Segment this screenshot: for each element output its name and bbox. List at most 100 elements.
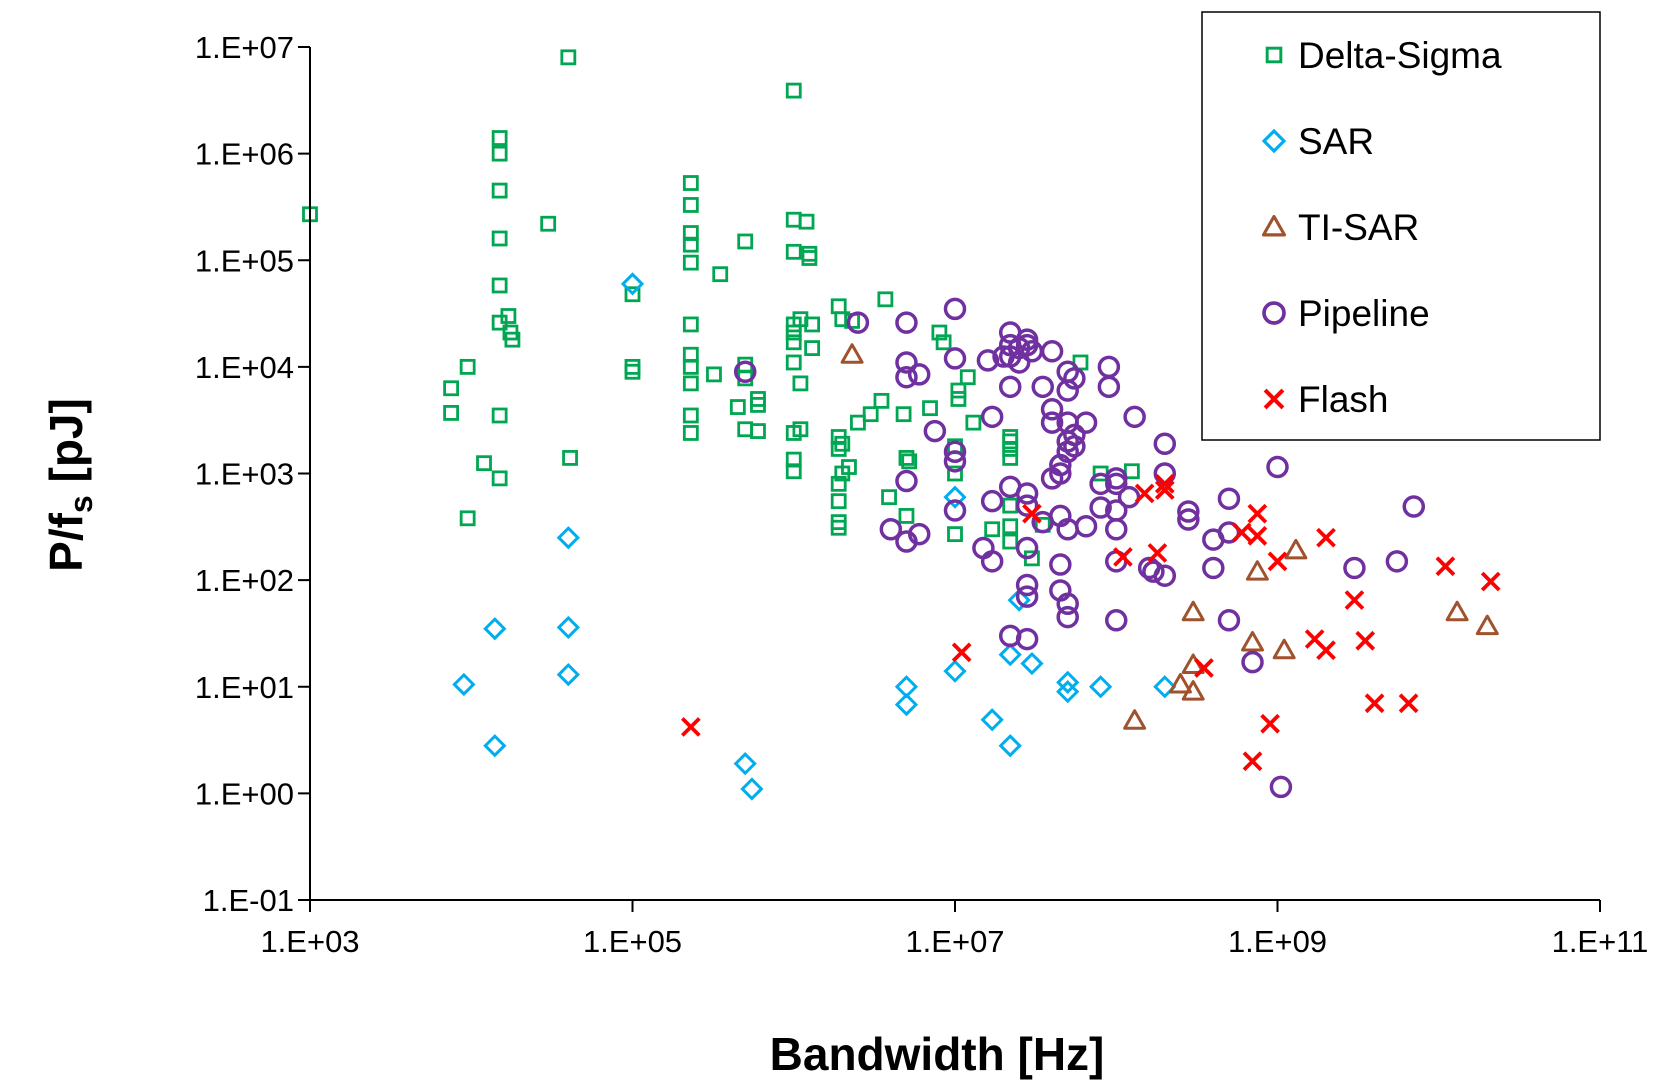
data-point — [830, 493, 847, 510]
data-point — [830, 298, 847, 315]
data-point — [895, 469, 918, 493]
data-point — [1123, 463, 1140, 480]
data-point — [1475, 614, 1499, 636]
data-point — [624, 286, 641, 303]
data-point — [1056, 605, 1079, 629]
data-point — [1015, 627, 1039, 651]
data-point — [923, 419, 947, 443]
data-point — [1117, 485, 1141, 509]
data-point — [1247, 526, 1268, 546]
data-point — [1177, 500, 1200, 523]
data-point — [943, 499, 967, 522]
data-point — [907, 363, 931, 386]
data-point — [1344, 590, 1365, 610]
data-point — [804, 340, 821, 356]
data-point — [1316, 527, 1336, 548]
legend-item-sar: SAR — [1261, 121, 1374, 162]
data-point — [922, 400, 938, 417]
data-point — [560, 49, 577, 66]
data-point — [1074, 515, 1098, 538]
legend-item-pipeline: Pipeline — [1262, 293, 1430, 334]
data-point — [1202, 556, 1225, 580]
data-point — [1154, 473, 1175, 494]
data-point — [894, 692, 919, 717]
data-point — [1181, 680, 1205, 701]
data-point — [1002, 450, 1019, 466]
y-axis-title: P/fs [pJ] — [40, 398, 99, 572]
y-tick-label: 1.E+02 — [195, 563, 294, 598]
data-point — [706, 366, 722, 383]
data-point — [950, 391, 967, 407]
y-axis: 1.E-01 1.E+00 1.E+01 1.E+02 1.E+03 1.E+04 1.E+… — [195, 30, 311, 918]
data-point — [1266, 455, 1289, 479]
data-point — [998, 734, 1022, 758]
y-tick-label: 1.E+05 — [195, 243, 294, 278]
legend-marker — [1261, 214, 1287, 237]
data-point — [785, 243, 802, 260]
data-point — [737, 421, 754, 438]
data-point — [1089, 496, 1112, 519]
data-point — [540, 215, 557, 232]
data-point — [1015, 333, 1039, 357]
data-point — [785, 211, 802, 228]
data-point — [785, 82, 802, 99]
data-point — [1385, 550, 1409, 573]
data-point — [895, 365, 918, 389]
legend-label: Delta-Sigma — [1298, 35, 1502, 76]
data-point — [682, 175, 699, 191]
data-point — [834, 435, 851, 452]
data-point — [682, 407, 699, 424]
data-point — [1267, 551, 1288, 572]
data-point — [483, 617, 507, 641]
legend-item-flash: Flash — [1263, 379, 1388, 420]
data-point — [682, 197, 699, 213]
y-tick-label: 1.E+04 — [195, 350, 294, 385]
data-point — [1015, 573, 1039, 597]
data-point — [562, 450, 578, 466]
data-point — [877, 291, 894, 308]
data-point — [712, 266, 729, 283]
data-point — [792, 375, 809, 392]
data-point — [1105, 609, 1128, 632]
data-point — [1181, 600, 1205, 622]
data-point — [750, 423, 766, 439]
legend-item-ti-sar: TI-SAR — [1261, 207, 1419, 248]
data-point — [943, 485, 967, 509]
data-point — [840, 343, 864, 364]
data-point — [1063, 367, 1086, 390]
data-point — [556, 662, 580, 687]
y-tick-label: 1.E+07 — [195, 30, 294, 65]
data-point — [1040, 411, 1064, 434]
data-point — [1435, 556, 1456, 577]
data-point — [1031, 375, 1054, 399]
data-point — [895, 406, 912, 423]
data-point — [682, 375, 699, 392]
data-point — [682, 254, 699, 271]
data-point — [1015, 536, 1039, 560]
data-point — [1241, 650, 1264, 674]
data-point — [443, 405, 460, 421]
data-point — [1049, 462, 1072, 485]
data-point — [1241, 631, 1265, 652]
data-point — [1015, 585, 1039, 608]
y-axis-title-main: P/f — [40, 512, 92, 571]
data-point — [785, 463, 802, 480]
data-point — [1217, 487, 1241, 510]
data-point — [947, 526, 963, 543]
data-point — [1074, 411, 1098, 434]
y-tick-label: 1.E+03 — [195, 457, 294, 492]
data-point — [1398, 693, 1419, 714]
data-point — [729, 399, 746, 415]
data-point — [850, 414, 866, 431]
data-point — [1480, 571, 1501, 592]
data-point — [737, 233, 754, 250]
series-sar — [452, 272, 1177, 801]
legend: Delta-Sigma SAR TI-SAR Pipeline Flash — [1201, 11, 1601, 441]
data-point — [1002, 441, 1019, 457]
data-point — [798, 213, 815, 230]
data-point — [491, 277, 508, 294]
data-point — [1123, 709, 1147, 730]
data-point — [491, 230, 508, 247]
y-tick-label: 1.E+06 — [195, 137, 294, 172]
data-point — [1015, 494, 1039, 517]
